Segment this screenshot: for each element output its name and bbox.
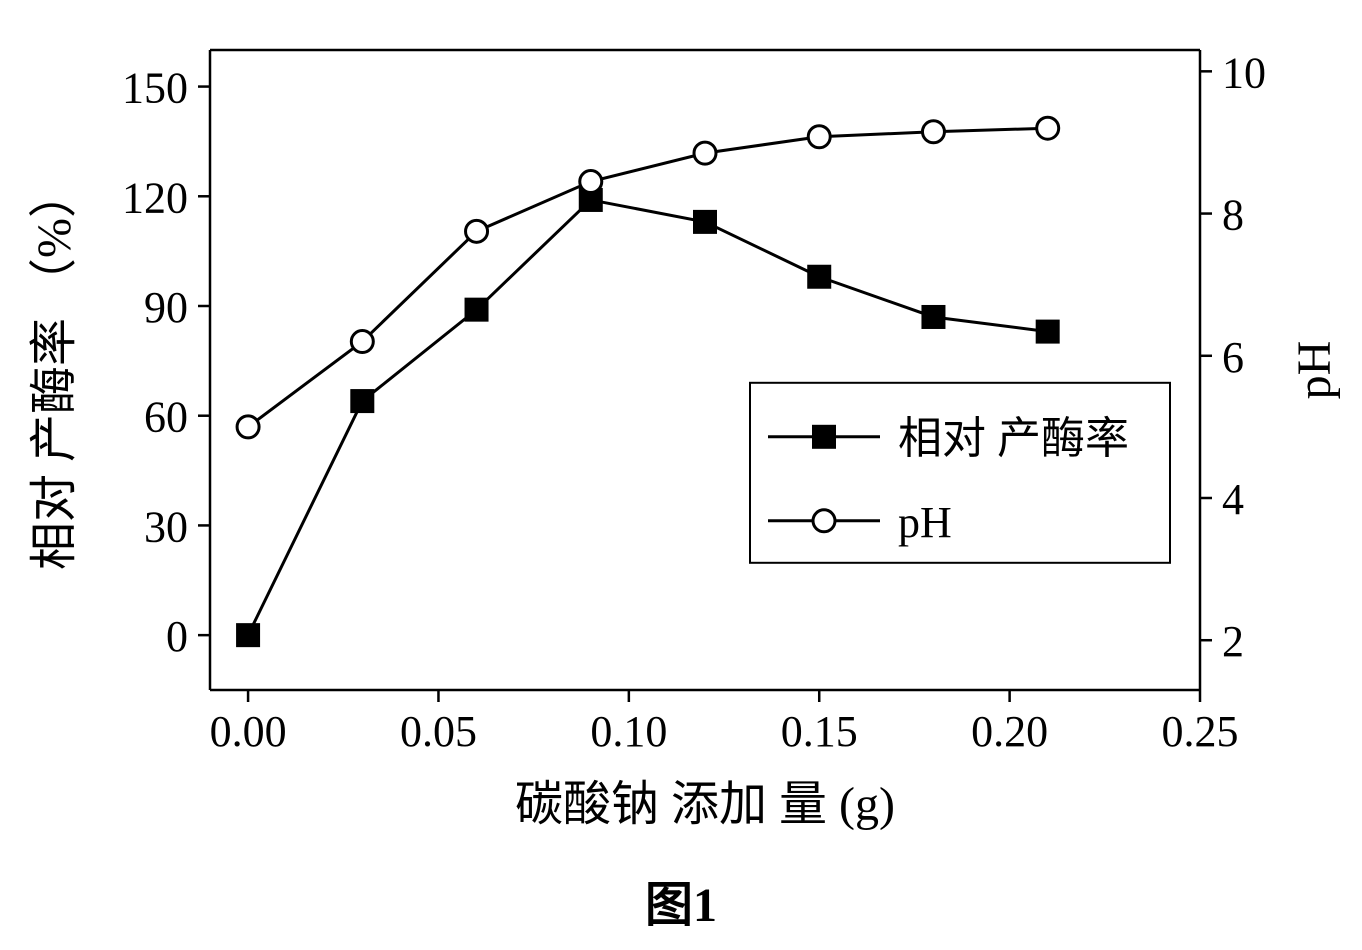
x-tick-label: 0.05 — [400, 707, 477, 756]
y-right-tick-label: 4 — [1222, 475, 1244, 524]
y-left-tick-label: 150 — [122, 64, 188, 113]
y-left-tick-label: 90 — [144, 283, 188, 332]
series-marker-0 — [694, 211, 716, 233]
series-marker-0 — [922, 306, 944, 328]
y-left-tick-label: 120 — [122, 173, 188, 222]
legend-label-0: 相对 产酶率 — [898, 414, 1129, 463]
series-marker-0 — [351, 390, 373, 412]
y-left-tick-label: 60 — [144, 393, 188, 442]
x-tick-label: 0.25 — [1162, 707, 1239, 756]
x-tick-label: 0.15 — [781, 707, 858, 756]
chart-svg: 0.00 0.05 0.10 0.15 0.20 0.25 0 30 60 90 120 150 2 4 6… — [0, 0, 1362, 945]
series-marker-0 — [466, 299, 488, 321]
legend-marker-0 — [813, 426, 835, 448]
legend-box — [750, 383, 1170, 563]
x-tick-label: 0.10 — [590, 707, 667, 756]
series-marker-1 — [237, 416, 259, 438]
series-marker-1 — [351, 331, 373, 353]
series-marker-1 — [1037, 117, 1059, 139]
legend-label-1: pH — [898, 498, 952, 547]
series-marker-1 — [694, 142, 716, 164]
y-right-tick-label: 10 — [1222, 48, 1266, 97]
y-left-tick-label: 0 — [166, 612, 188, 661]
y-left-axis-label: 相对 产酶率 （%） — [28, 170, 81, 570]
chart-container: 0.00 0.05 0.10 0.15 0.20 0.25 0 30 60 90 120 150 2 4 6… — [0, 0, 1362, 945]
y-right-tick-label: 6 — [1222, 333, 1244, 382]
figure-caption: 图1 — [645, 865, 717, 935]
series-marker-0 — [808, 266, 830, 288]
x-tick-label: 0.00 — [210, 707, 287, 756]
x-tick-label: 0.20 — [971, 707, 1048, 756]
series-marker-1 — [808, 126, 830, 148]
series-marker-0 — [1037, 321, 1059, 343]
x-axis-label: 碳酸钠 添加 量 (g) — [515, 778, 895, 831]
series-marker-1 — [580, 171, 602, 193]
series-marker-0 — [237, 624, 259, 646]
y-right-tick-label: 8 — [1222, 191, 1244, 240]
legend-marker-1 — [813, 510, 835, 532]
y-right-axis-label: pH — [1288, 341, 1341, 400]
series-marker-1 — [466, 220, 488, 242]
y-left-tick-label: 30 — [144, 502, 188, 551]
series-marker-1 — [922, 121, 944, 143]
y-right-tick-label: 2 — [1222, 617, 1244, 666]
